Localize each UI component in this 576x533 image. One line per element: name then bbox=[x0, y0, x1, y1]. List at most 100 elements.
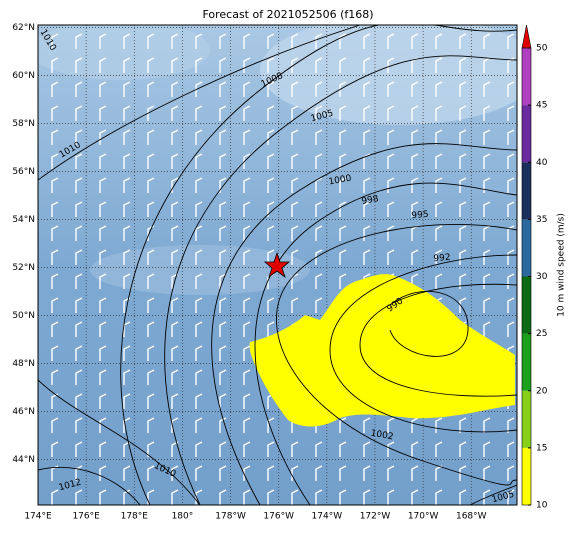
colorbar-tick-label: 40 bbox=[536, 158, 548, 168]
shade bbox=[90, 245, 310, 295]
wind-barb bbox=[171, 33, 179, 49]
colorbar-tick-label: 30 bbox=[536, 272, 548, 282]
wind-barb bbox=[411, 465, 419, 481]
wind-barb bbox=[339, 465, 347, 481]
wind-barb bbox=[123, 489, 131, 505]
wind-barb bbox=[507, 33, 515, 49]
wind-barb bbox=[435, 129, 443, 145]
contour-label: 1000 bbox=[328, 174, 353, 188]
wind-barb bbox=[195, 153, 203, 169]
wind-barb bbox=[411, 417, 419, 433]
wind-barb bbox=[291, 57, 299, 73]
wind-barb bbox=[51, 417, 59, 433]
contour-label: 998 bbox=[361, 194, 380, 207]
wind-barb bbox=[243, 441, 251, 457]
wind-area bbox=[249, 274, 515, 427]
wind-barb bbox=[171, 225, 179, 241]
wind-barb bbox=[483, 225, 491, 241]
wind-barb bbox=[291, 201, 299, 217]
wind-barb bbox=[387, 153, 395, 169]
x-tick-label: 176°W bbox=[263, 512, 294, 522]
wind-barb bbox=[315, 201, 323, 217]
wind-barb bbox=[195, 321, 203, 337]
wind-barb bbox=[483, 321, 491, 337]
colorbar-segment bbox=[522, 162, 531, 220]
colorbar-segment bbox=[522, 390, 531, 448]
y-tick-label: 54°N bbox=[12, 215, 35, 225]
wind-barb bbox=[51, 129, 59, 145]
wind-barb bbox=[243, 393, 251, 409]
wind-barb bbox=[243, 273, 251, 289]
wind-barb bbox=[75, 33, 83, 49]
wind-barb bbox=[99, 465, 107, 481]
wind-barb bbox=[219, 249, 227, 265]
wind-barb bbox=[219, 321, 227, 337]
chart-title: Forecast of 2021052506 (f168) bbox=[202, 8, 373, 21]
colorbar-segment bbox=[522, 276, 531, 334]
wind-barb bbox=[315, 225, 323, 241]
wind-barb bbox=[483, 489, 491, 505]
wind-barb bbox=[243, 225, 251, 241]
wind-barb bbox=[291, 249, 299, 265]
wind-barb bbox=[435, 201, 443, 217]
wind-barb bbox=[75, 105, 83, 121]
wind-barb bbox=[315, 105, 323, 121]
y-tick-label: 58°N bbox=[12, 119, 35, 129]
wind-barb bbox=[483, 57, 491, 73]
wind-barb bbox=[75, 441, 83, 457]
wind-barb bbox=[507, 489, 515, 505]
wind-barb bbox=[99, 105, 107, 121]
colorbar-segment bbox=[522, 105, 531, 163]
wind-barb bbox=[291, 441, 299, 457]
wind-barb bbox=[267, 249, 275, 265]
wind-barb bbox=[147, 417, 155, 433]
wind-barb bbox=[267, 57, 275, 73]
wind-barb bbox=[75, 369, 83, 385]
wind-barb bbox=[507, 129, 515, 145]
wind-barb bbox=[483, 297, 491, 313]
shade bbox=[38, 25, 210, 80]
wind-barb bbox=[339, 441, 347, 457]
wind-barb bbox=[507, 105, 515, 121]
wind-barb bbox=[435, 441, 443, 457]
wind-barb bbox=[459, 201, 467, 217]
wind-barb bbox=[51, 369, 59, 385]
wind-barb bbox=[51, 177, 59, 193]
wind-barb bbox=[339, 489, 347, 505]
x-tick-label: 178°E bbox=[121, 512, 149, 522]
wind-barb bbox=[339, 153, 347, 169]
wind-barb bbox=[483, 441, 491, 457]
wind-barb bbox=[75, 57, 83, 73]
colorbar-tick-label: 50 bbox=[536, 44, 548, 54]
wind-barb bbox=[171, 369, 179, 385]
wind-barb bbox=[507, 273, 515, 289]
wind-barb bbox=[99, 369, 107, 385]
wind-barb bbox=[75, 153, 83, 169]
wind-barb bbox=[459, 129, 467, 145]
wind-barb bbox=[507, 177, 515, 193]
wind-barb bbox=[75, 225, 83, 241]
wind-barb bbox=[459, 273, 467, 289]
wind-barb bbox=[387, 417, 395, 433]
contour bbox=[469, 484, 517, 505]
wind-barb bbox=[243, 81, 251, 97]
wind-barb bbox=[75, 489, 83, 505]
colorbar-tick-label: 45 bbox=[536, 101, 547, 111]
wind-barb bbox=[123, 345, 131, 361]
wind-barb bbox=[219, 489, 227, 505]
wind-barb bbox=[507, 465, 515, 481]
wind-barb bbox=[195, 105, 203, 121]
wind-barb bbox=[51, 57, 59, 73]
wind-barb bbox=[51, 489, 59, 505]
colorbar: 10 15 20 25 30 35 40 45 50 bbox=[521, 24, 548, 511]
wind-barb bbox=[171, 57, 179, 73]
wind-barb bbox=[435, 225, 443, 241]
wind-barb bbox=[147, 297, 155, 313]
wind-barb bbox=[195, 441, 203, 457]
wind-barb bbox=[195, 273, 203, 289]
wind-barb bbox=[171, 417, 179, 433]
colorbar-tick-label: 10 bbox=[536, 501, 548, 511]
wind-barb bbox=[195, 393, 203, 409]
wind-barb bbox=[99, 129, 107, 145]
wind-barb bbox=[291, 225, 299, 241]
